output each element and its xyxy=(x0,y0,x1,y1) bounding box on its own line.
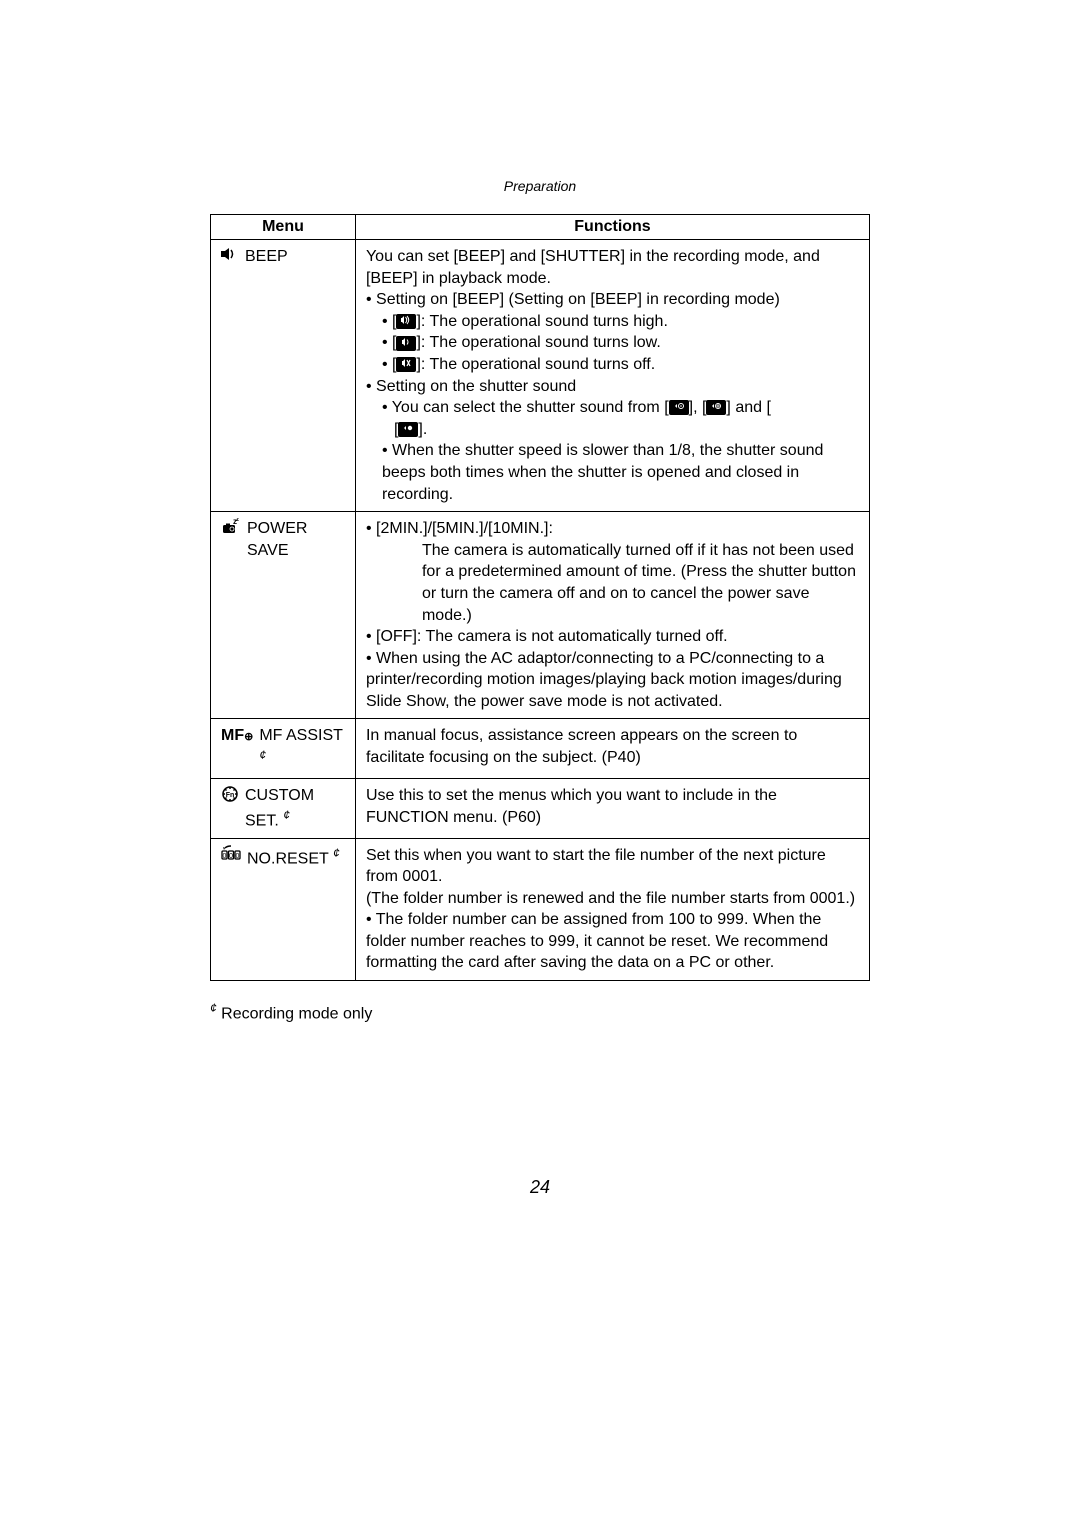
sound-off-icon xyxy=(396,357,416,372)
beep-b1a: • [ ]: The operational sound turns high. xyxy=(366,311,859,333)
beep-b2b: • When the shutter speed is slower than … xyxy=(366,440,859,505)
shutter-sound3-icon xyxy=(398,422,418,437)
func-beep: You can set [BEEP] and [SHUTTER] in the … xyxy=(355,240,869,512)
nr-line1: Set this when you want to start the file… xyxy=(366,845,859,888)
sound-low-icon xyxy=(396,336,416,351)
page-number: 24 xyxy=(0,1177,1080,1198)
menu-customset: Fn CUSTOM SET. ¢ xyxy=(211,778,356,838)
powersave-icon: z z xyxy=(221,518,241,543)
ps-b3: • When using the AC adaptor/connecting t… xyxy=(366,648,859,713)
powersave-label: POWER SAVE xyxy=(247,518,345,561)
ps-b1: • [2MIN.]/[5MIN.]/[10MIN.]: xyxy=(366,518,859,540)
svg-text:z: z xyxy=(236,518,239,523)
menu-beep: BEEP xyxy=(211,240,356,512)
section-header: Preparation xyxy=(210,178,870,194)
beep-icon xyxy=(221,246,239,268)
ps-b2: • [OFF]: The camera is not automatically… xyxy=(366,626,859,648)
svg-text:0: 0 xyxy=(223,853,227,860)
table-row: BEEP You can set [BEEP] and [SHUTTER] in… xyxy=(211,240,870,512)
sound-high-icon xyxy=(396,314,416,329)
func-noreset: Set this when you want to start the file… xyxy=(355,838,869,981)
customset-label: CUSTOM SET. ¢ xyxy=(245,785,314,832)
beep-b1b: • [ ]: The operational sound turns low. xyxy=(366,332,859,354)
col-menu: Menu xyxy=(211,215,356,240)
table-row: 0 0 0 NO.RESET ¢ Set this when you want … xyxy=(211,838,870,981)
mf-icon: MF⊕ xyxy=(221,725,253,747)
beep-b1c: • [ ]: The operational sound turns off. xyxy=(366,354,859,376)
beep-line1: You can set [BEEP] and [SHUTTER] in the … xyxy=(366,246,859,289)
mfassist-label: MF ASSIST ¢ xyxy=(259,725,345,772)
table-row: MF⊕ MF ASSIST ¢ In manual focus, assista… xyxy=(211,719,870,779)
beep-label: BEEP xyxy=(245,246,288,268)
footnote: ¢ Recording mode only xyxy=(210,1001,870,1023)
menu-mfassist: MF⊕ MF ASSIST ¢ xyxy=(211,719,356,779)
noreset-label: NO.RESET ¢ xyxy=(247,845,340,870)
ps-b1desc: The camera is automatically turned off i… xyxy=(366,540,859,626)
beep-b2: • Setting on the shutter sound xyxy=(366,376,859,398)
func-mfassist: In manual focus, assistance screen appea… xyxy=(355,719,869,779)
col-functions: Functions xyxy=(355,215,869,240)
svg-text:0: 0 xyxy=(229,853,233,860)
shutter-sound2-icon xyxy=(706,400,726,415)
noreset-icon: 0 0 0 xyxy=(221,845,241,868)
menu-noreset: 0 0 0 NO.RESET ¢ xyxy=(211,838,356,981)
table-row: Fn CUSTOM SET. ¢ Use this to set the men… xyxy=(211,778,870,838)
svg-text:0: 0 xyxy=(236,853,240,860)
settings-table: Menu Functions BEEP xyxy=(210,214,870,981)
menu-powersave: z z POWER SAVE xyxy=(211,512,356,719)
nr-b1: • The folder number can be assigned from… xyxy=(366,909,859,974)
nr-line2: (The folder number is renewed and the fi… xyxy=(366,888,859,910)
table-row: z z POWER SAVE • [2MIN.]/[5MIN.]/[10MIN.… xyxy=(211,512,870,719)
func-powersave: • [2MIN.]/[5MIN.]/[10MIN.]: The camera i… xyxy=(355,512,869,719)
custom-icon: Fn xyxy=(221,785,239,810)
beep-b1: • Setting on [BEEP] (Setting on [BEEP] i… xyxy=(366,289,859,311)
svg-text:Fn: Fn xyxy=(226,792,235,799)
shutter-sound1-icon xyxy=(669,400,689,415)
beep-b2a: • You can select the shutter sound from … xyxy=(366,397,859,419)
func-customset: Use this to set the menus which you want… xyxy=(355,778,869,838)
beep-b2a-cont: [ ]. xyxy=(366,419,859,441)
